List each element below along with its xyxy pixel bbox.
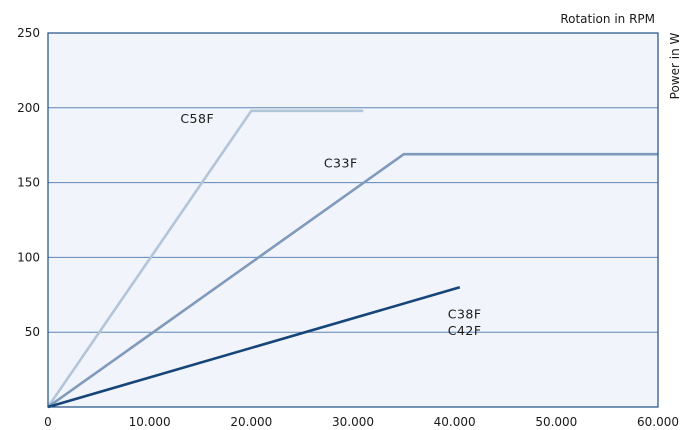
series-label-c58f: C58F	[180, 111, 214, 126]
plot-area	[48, 33, 658, 407]
y-tick-label: 50	[25, 325, 40, 339]
x-tick-label: 10.000	[129, 415, 171, 429]
plot-frame	[47, 32, 659, 408]
series-label-c38f: C38F	[448, 307, 482, 322]
y-tick-label: 250	[17, 26, 40, 40]
x-tick-label: 30.000	[332, 415, 374, 429]
x-tick-label: 40.000	[434, 415, 476, 429]
x-tick-label: 50.000	[535, 415, 577, 429]
series-line-c38f	[47, 286, 461, 409]
axis-ticks: 0 10.000 20.000 30.000 40.000 50.000 60.000 50 1…	[17, 26, 679, 429]
x-tick-label: 20.000	[230, 415, 272, 429]
x-tick-label: 0	[44, 415, 52, 429]
series-lines	[46, 109, 658, 409]
x-tick-label: 60.000	[637, 415, 679, 429]
series-label-c33f: C33F	[324, 156, 358, 171]
series-line-c33f	[47, 152, 658, 409]
y-tick-label: 150	[17, 176, 40, 190]
y-axis-title: Power in W	[668, 33, 682, 100]
y-tick-label: 100	[17, 250, 40, 264]
y-tick-label: 200	[17, 101, 40, 115]
x-axis-title: Rotation in RPM	[560, 12, 655, 26]
series-label-c42f: C42F	[448, 323, 482, 338]
series-line-c58f	[46, 109, 364, 408]
